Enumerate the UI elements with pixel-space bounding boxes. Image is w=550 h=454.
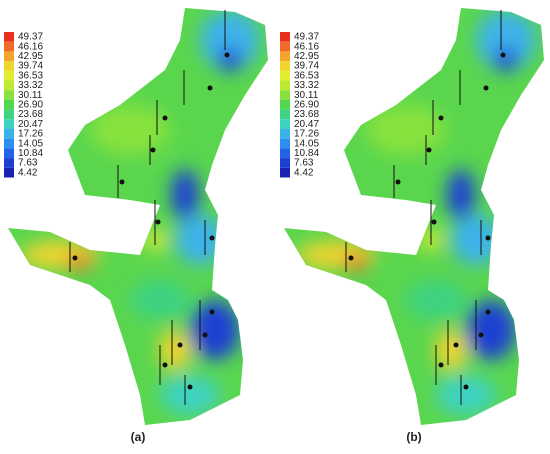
legend-label: 30.11	[18, 90, 43, 101]
legend-label: 7.63	[18, 158, 38, 169]
color-legend: 49.3746.1642.9539.7436.5333.3230.1126.90…	[4, 32, 43, 178]
legend-label: 17.26	[294, 129, 319, 140]
legend-swatch	[4, 61, 14, 71]
legend-swatch	[4, 41, 14, 52]
panel-b: (b) 49.3746.1642.9539.7436.5333.3230.112…	[276, 0, 550, 444]
legend-swatch	[280, 41, 290, 52]
legend-swatch	[4, 90, 14, 100]
legend-swatch	[4, 167, 14, 178]
legend-label: 10.84	[294, 148, 319, 159]
legend-swatch	[4, 99, 14, 110]
legend-label: 4.42	[294, 167, 314, 178]
legend-swatch	[280, 80, 290, 91]
legend-swatch	[4, 129, 14, 139]
legend-swatch	[4, 109, 14, 120]
legend-swatch	[4, 70, 14, 81]
legend-swatch	[4, 80, 14, 91]
legend-swatch	[280, 109, 290, 120]
legend-swatch	[280, 90, 290, 100]
legend-label: 4.42	[18, 167, 38, 178]
legend-swatch	[280, 70, 290, 81]
legend-swatch	[280, 167, 290, 178]
legend-swatch	[280, 129, 290, 139]
legend-swatch	[4, 51, 14, 62]
legend-label: 14.05	[18, 138, 43, 149]
legend-swatch	[4, 119, 14, 129]
legend-label: 20.47	[294, 119, 319, 130]
legend-label: 26.90	[18, 100, 43, 111]
legend-swatch	[280, 99, 290, 110]
legend-label: 36.53	[294, 70, 319, 81]
legend-label: 33.32	[18, 80, 43, 91]
legend-label: 20.47	[18, 119, 43, 130]
legend-label: 14.05	[294, 138, 319, 149]
legend-swatch	[280, 148, 290, 159]
legend-label: 23.68	[18, 109, 43, 120]
legend-swatch	[280, 158, 290, 168]
legend-swatch	[280, 138, 290, 149]
legend-label: 46.16	[294, 41, 319, 52]
legend-label: 42.95	[294, 51, 319, 62]
legend-label: 39.74	[294, 61, 319, 72]
legend-label: 33.32	[294, 80, 319, 91]
legend-swatch	[4, 148, 14, 159]
panel-label: (b)	[406, 430, 421, 444]
panel-label: (a)	[131, 430, 146, 444]
legend-label: 36.53	[18, 70, 43, 81]
legend-swatch	[280, 119, 290, 129]
legend-swatch	[280, 61, 290, 71]
legend-swatch	[4, 32, 14, 42]
legend-swatch	[280, 32, 290, 42]
legend-label: 10.84	[18, 148, 43, 159]
panel-a: (a) 49.3746.1642.9539.7436.5333.3230.112…	[0, 0, 275, 444]
legend-label: 49.37	[18, 32, 43, 43]
legend-swatch	[4, 158, 14, 168]
legend-label: 7.63	[294, 158, 314, 169]
legend-label: 17.26	[18, 129, 43, 140]
legend-swatch	[4, 138, 14, 149]
legend-label: 42.95	[18, 51, 43, 62]
color-legend: 49.3746.1642.9539.7436.5333.3230.1126.90…	[280, 32, 319, 178]
legend-label: 30.11	[294, 90, 319, 101]
legend-label: 23.68	[294, 109, 319, 120]
legend-label: 39.74	[18, 61, 43, 72]
legend-label: 49.37	[294, 32, 319, 43]
legend-swatch	[280, 51, 290, 62]
legend-label: 26.90	[294, 100, 319, 111]
legend-label: 46.16	[18, 41, 43, 52]
